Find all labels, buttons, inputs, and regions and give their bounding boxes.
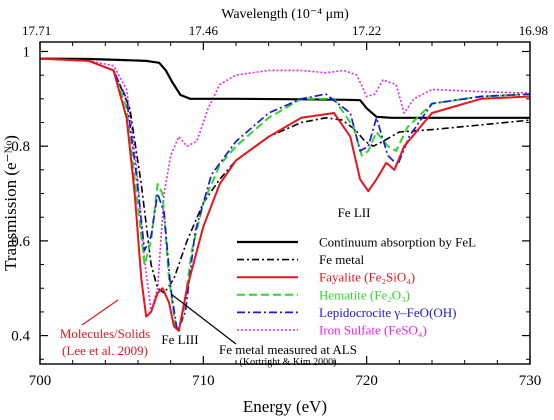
top-tick-label: 17.46 bbox=[189, 23, 219, 38]
legend-label: Fayalite (Fe₂SiO₄) bbox=[319, 270, 415, 285]
x-tick-label: 700 bbox=[29, 373, 52, 389]
y-tick-label: 0.6 bbox=[11, 234, 30, 250]
series-line-1 bbox=[40, 57, 530, 294]
x-axis-title: Energy (eV) bbox=[243, 397, 327, 416]
x-tick-label: 710 bbox=[192, 373, 215, 389]
lee-citation-label: (Lee et al. 2009) bbox=[62, 343, 148, 358]
legend-label: Lepidocrocite γ–FeO(OH) bbox=[319, 305, 457, 320]
legend-label: Iron Sulfate (FeSO₄) bbox=[319, 323, 427, 338]
top-axis-title: Wavelength (10⁻⁴ μm) bbox=[221, 7, 349, 22]
y-tick-label: 0.8 bbox=[11, 139, 30, 155]
fe-liii-label: Fe LIII bbox=[161, 332, 198, 347]
legend: Continuum absorption by FeL Fe metal Fayal… bbox=[237, 235, 476, 338]
top-tick-label: 16.98 bbox=[519, 23, 548, 38]
y-tick-label: 0.4 bbox=[11, 329, 30, 345]
molecules-solids-pointer bbox=[81, 299, 119, 326]
series-line-4 bbox=[40, 57, 530, 332]
annotations: Fe LII Fe LIII Molecules/Solids (Lee et … bbox=[60, 205, 371, 368]
series-line-2 bbox=[40, 57, 530, 332]
x-tick-label: 730 bbox=[519, 373, 542, 389]
series-line-0 bbox=[40, 57, 530, 119]
fe-metal-als-pointer bbox=[170, 293, 237, 345]
molecules-solids-label: Molecules/Solids bbox=[60, 326, 150, 341]
legend-label: Fe metal bbox=[319, 252, 365, 267]
top-tick-label: 17.22 bbox=[352, 23, 381, 38]
x-tick-label: 720 bbox=[355, 373, 378, 389]
fe-metal-als-label: Fe metal measured at ALS bbox=[219, 342, 357, 357]
legend-label: Continuum absorption by FeL bbox=[319, 235, 476, 250]
kortright-citation-label: (Kortright & Kim 2000) bbox=[240, 357, 337, 368]
plot-frame bbox=[39, 41, 531, 365]
legend-label: Hematite (Fe₂O₃) bbox=[319, 287, 410, 302]
y-tick-label: 1 bbox=[23, 44, 31, 60]
series-line-5 bbox=[40, 57, 530, 313]
series-layer bbox=[40, 57, 530, 332]
fe-lii-label: Fe LII bbox=[338, 205, 371, 220]
y-axis-title: Transmission (e⁻ᴺᵒ) bbox=[1, 135, 20, 271]
top-tick-label: 17.71 bbox=[22, 23, 51, 38]
